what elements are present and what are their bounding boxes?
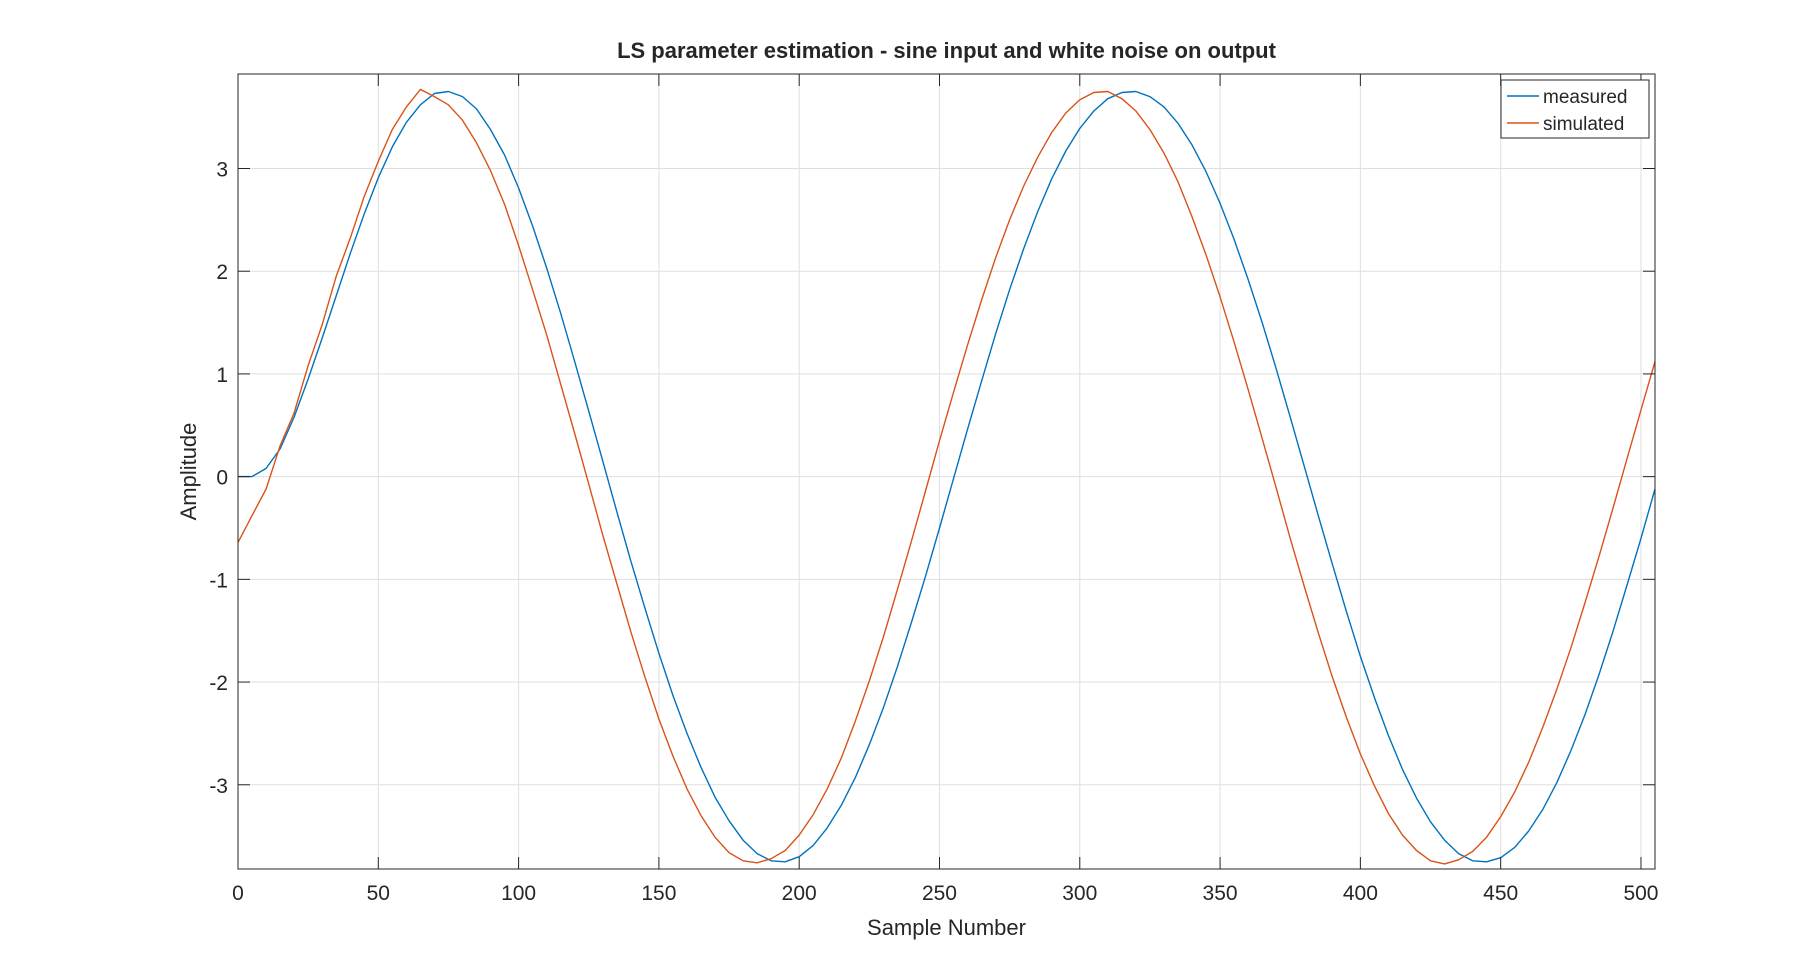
plot-area: [238, 74, 1655, 869]
y-tick-label: -1: [209, 569, 228, 592]
x-tick-label: 250: [922, 882, 957, 905]
x-tick-label: 400: [1343, 882, 1378, 905]
axes-box: [237, 73, 1656, 870]
legend-label-measured: measured: [1543, 87, 1628, 108]
series-layer: [237, 88, 1656, 865]
y-tick-label: -3: [209, 775, 228, 798]
grid: [237, 74, 1655, 869]
x-tick-label: 0: [232, 882, 244, 905]
axis-ticks: 0 50 100 150 200 250 300 350 400 450 500 -3 -2 -1 0 1 2 3: [209, 74, 1658, 905]
y-tick-label: 2: [216, 261, 228, 284]
y-tick-label: 3: [216, 158, 228, 181]
legend-label-simulated: simulated: [1543, 114, 1624, 135]
y-tick-label: -2: [209, 672, 228, 695]
x-axis-label: Sample Number: [867, 915, 1026, 940]
x-tick-label: 150: [641, 882, 676, 905]
series-line-simulated: [237, 88, 1656, 865]
x-tick-label: 450: [1483, 882, 1518, 905]
series-line-measured: [238, 90, 1656, 863]
legend-box: [1500, 79, 1650, 139]
y-tick-label: 1: [216, 364, 228, 387]
chart-title: LS parameter estimation - sine input and…: [617, 38, 1277, 63]
x-tick-label: 50: [367, 882, 390, 905]
x-tick-label: 300: [1062, 882, 1097, 905]
y-axis-label: Amplitude: [176, 423, 201, 521]
x-tick-label: 500: [1623, 882, 1658, 905]
x-tick-label: 100: [501, 882, 536, 905]
x-tick-label: 200: [782, 882, 817, 905]
legend: measured simulated: [1500, 79, 1650, 139]
y-tick-label: 0: [216, 467, 228, 490]
x-tick-label: 350: [1203, 882, 1238, 905]
